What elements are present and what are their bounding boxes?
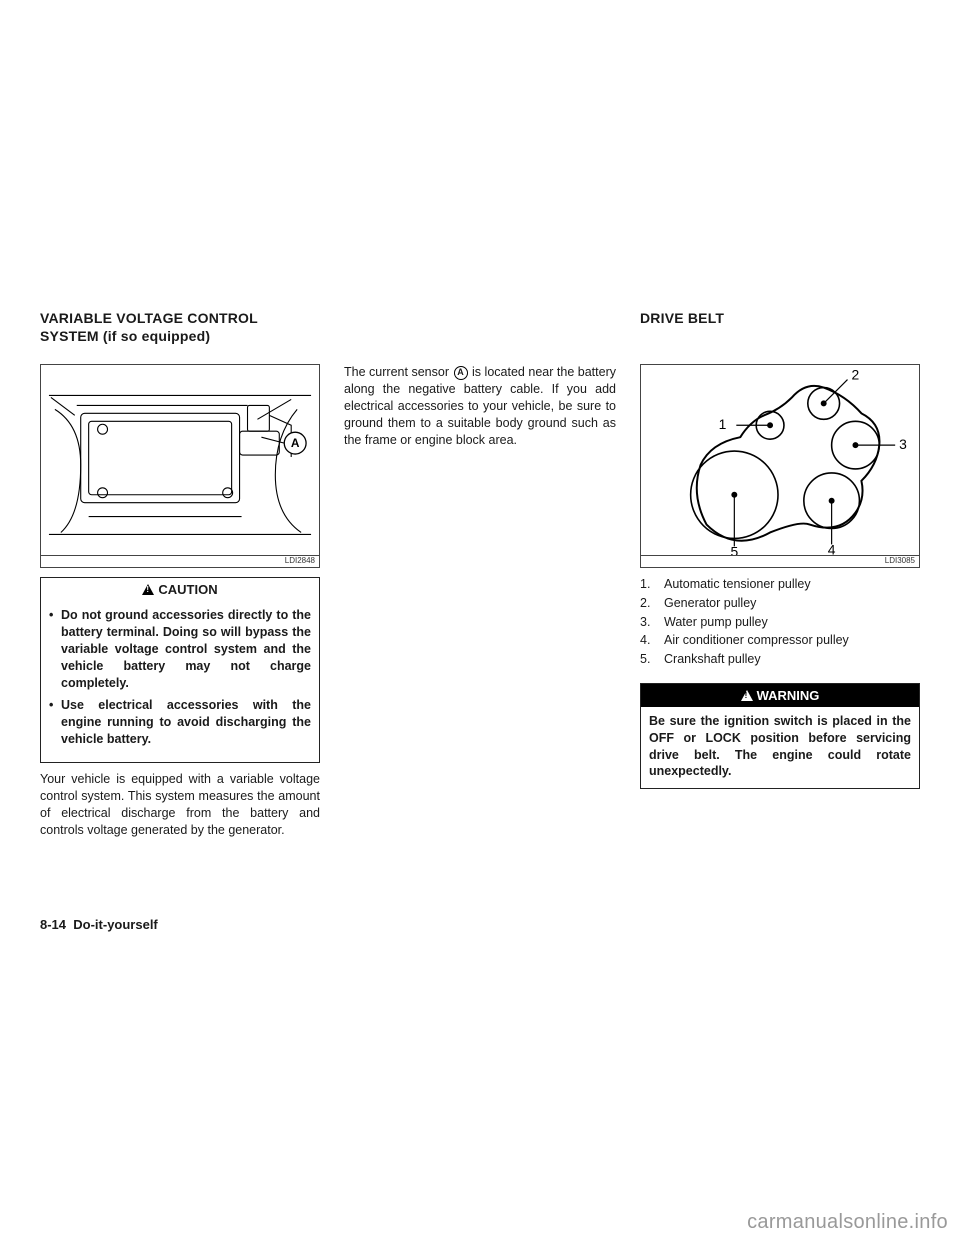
svg-text:A: A — [291, 436, 300, 450]
manual-page: VARIABLE VOLTAGE CONTROL SYSTEM (if so e… — [0, 0, 960, 1242]
caution-title: ! CAUTION — [41, 578, 319, 601]
callout-a-inline: A — [454, 366, 468, 380]
legend-item: 4.Air conditioner compressor pulley — [640, 631, 920, 650]
belt-label-5: 5 — [730, 543, 738, 555]
caution-body: Do not ground accessories directly to th… — [41, 601, 319, 762]
figure-battery-sensor: A LDI2848 — [40, 364, 320, 568]
belt-label-3: 3 — [899, 436, 907, 452]
legend-item: 1.Automatic tensioner pulley — [640, 575, 920, 594]
caution-item: Use electrical accessories with the engi… — [49, 697, 311, 748]
legend-item: 2.Generator pulley — [640, 594, 920, 613]
belt-label-1: 1 — [719, 416, 727, 432]
section-name: Do-it-yourself — [73, 917, 158, 932]
heading-right: DRIVE BELT — [640, 310, 920, 346]
column-middle: The current sensor A is located near the… — [344, 310, 616, 847]
belt-label-2: 2 — [851, 367, 859, 383]
legend-item: 5.Crankshaft pulley — [640, 650, 920, 669]
warning-triangle-icon: ! — [142, 584, 154, 595]
figure-caption-right: LDI3085 — [641, 555, 919, 567]
caution-title-text: CAUTION — [158, 582, 217, 597]
warning-box: ! WARNING Be sure the ignition switch is… — [640, 683, 920, 790]
paragraph-2: The current sensor A is located near the… — [344, 364, 616, 448]
watermark: carmanualsonline.info — [747, 1211, 948, 1234]
warning-triangle-icon: ! — [741, 690, 753, 701]
warning-title-text: WARNING — [757, 688, 820, 703]
page-number: 8-14 — [40, 917, 66, 932]
belt-label-4: 4 — [828, 541, 836, 555]
page-footer: 8-14 Do-it-yourself — [40, 917, 158, 932]
warning-body: Be sure the ignition switch is placed in… — [641, 707, 919, 789]
figure-caption-left: LDI2848 — [41, 555, 319, 567]
caution-box: ! CAUTION Do not ground accessories dire… — [40, 577, 320, 763]
caution-item: Do not ground accessories directly to th… — [49, 607, 311, 691]
legend-item: 3.Water pump pulley — [640, 613, 920, 632]
column-left: VARIABLE VOLTAGE CONTROL SYSTEM (if so e… — [40, 310, 320, 847]
paragraph-1: Your vehicle is equipped with a variable… — [40, 771, 320, 839]
warning-title: ! WARNING — [641, 684, 919, 707]
heading-middle-spacer — [344, 310, 616, 346]
drive-belt-illustration: 1 2 3 4 5 — [641, 365, 919, 555]
heading-left: VARIABLE VOLTAGE CONTROL SYSTEM (if so e… — [40, 310, 320, 346]
belt-legend: 1.Automatic tensioner pulley 2.Generator… — [640, 575, 920, 669]
battery-sensor-illustration: A — [41, 365, 319, 555]
figure-drive-belt: 1 2 3 4 5 LDI3085 — [640, 364, 920, 568]
column-right: DRIVE BELT — [640, 310, 920, 847]
p2-pre: The current sensor — [344, 365, 453, 379]
three-column-layout: VARIABLE VOLTAGE CONTROL SYSTEM (if so e… — [40, 310, 920, 847]
